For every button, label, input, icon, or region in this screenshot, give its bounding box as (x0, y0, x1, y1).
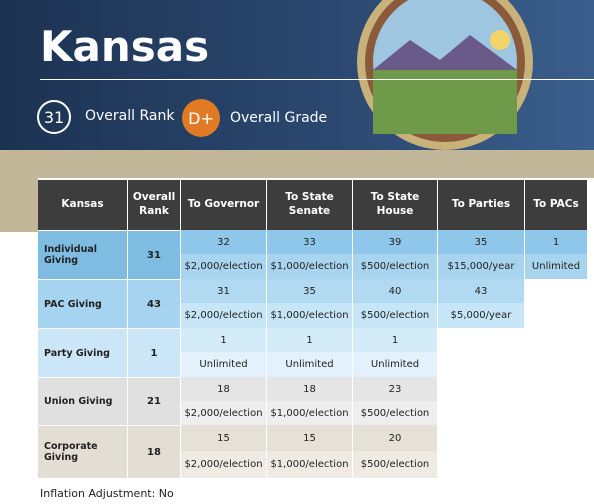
cell-limit: $1,000/election (267, 451, 353, 478)
cell-limit: $500/election (353, 451, 438, 478)
cell-rank: 1 (353, 328, 438, 352)
cell-limit: Unlimited (525, 254, 588, 279)
title: Kansas (40, 22, 210, 71)
row-rank: 1 (128, 328, 181, 377)
tan-band (0, 178, 38, 232)
column-header: To PACs (525, 180, 588, 230)
cell-limit: $1,000/election (267, 254, 353, 279)
column-header: To State Senate (267, 180, 353, 230)
cell-rank: 18 (267, 377, 353, 401)
row-rank: 18 (128, 425, 181, 478)
cell-rank: 23 (353, 377, 438, 401)
column-header: To State House (353, 180, 438, 230)
row-label: Party Giving (38, 328, 128, 377)
row-label: PAC Giving (38, 279, 128, 328)
cell-rank: 15 (181, 425, 267, 451)
row-rank: 31 (128, 230, 181, 279)
cell-rank: 40 (353, 279, 438, 303)
cell-rank: 1 (267, 328, 353, 352)
cell-rank: 31 (181, 279, 267, 303)
cell-limit: $1,000/election (267, 303, 353, 328)
column-header: Kansas (38, 180, 128, 230)
rank-label: Overall Rank (85, 108, 175, 124)
cell-rank: 15 (267, 425, 353, 451)
cell-rank: 43 (438, 279, 525, 303)
row-label: Corporate Giving (38, 425, 128, 478)
cell-limit: $2,000/election (181, 254, 267, 279)
column-header: Overall Rank (128, 180, 181, 230)
cell-limit: $1,000/election (267, 401, 353, 425)
column-header: To Governor (181, 180, 267, 230)
cell-limit: Unlimited (353, 352, 438, 377)
grade-badge: D+ (182, 99, 220, 137)
cell-rank: 18 (181, 377, 267, 401)
cell-limit: $500/election (353, 254, 438, 279)
cell-rank: 35 (267, 279, 353, 303)
cell-limit: $5,000/year (438, 303, 525, 328)
cell-rank: 1 (525, 230, 588, 254)
cell-limit: $2,000/election (181, 401, 267, 425)
footer-note: Inflation Adjustment: No (40, 487, 174, 500)
cell-limit: $500/election (353, 401, 438, 425)
cell-rank: 33 (267, 230, 353, 254)
tan-band (0, 150, 594, 178)
state-seal (357, 0, 533, 150)
cell-rank: 20 (353, 425, 438, 451)
cell-rank: 39 (353, 230, 438, 254)
cell-rank: 35 (438, 230, 525, 254)
rank-badge: 31 (37, 100, 71, 134)
row-rank: 21 (128, 377, 181, 425)
cell-limit: $500/election (353, 303, 438, 328)
cell-limit: Unlimited (181, 352, 267, 377)
row-label: Individual Giving (38, 230, 128, 279)
row-rank: 43 (128, 279, 181, 328)
column-header: To Parties (438, 180, 525, 230)
cell-limit: $2,000/election (181, 303, 267, 328)
cell-rank: 1 (181, 328, 267, 352)
cell-limit: Unlimited (267, 352, 353, 377)
row-label: Union Giving (38, 377, 128, 425)
cell-rank: 32 (181, 230, 267, 254)
grade-label: Overall Grade (230, 110, 328, 126)
cell-limit: $2,000/election (181, 451, 267, 478)
cell-limit: $15,000/year (438, 254, 525, 279)
divider (40, 79, 594, 80)
